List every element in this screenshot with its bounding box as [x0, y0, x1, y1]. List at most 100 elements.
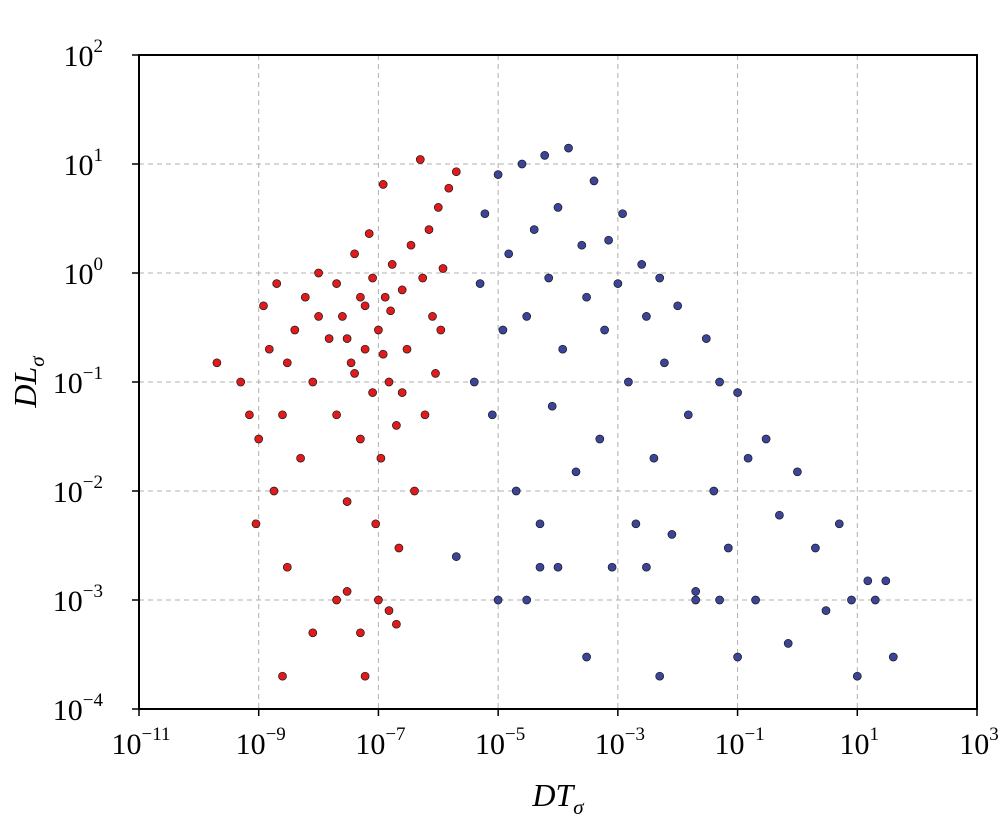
series-1-point	[397, 285, 407, 295]
series-1-point	[251, 519, 261, 529]
series-2-point	[733, 652, 742, 662]
series-1-point	[380, 292, 390, 302]
series-2-point	[582, 652, 591, 662]
series-2-point	[624, 377, 633, 387]
series-2-point	[847, 595, 856, 605]
series-2-point	[600, 325, 609, 335]
series-1-point	[342, 497, 352, 506]
grid-lines	[139, 55, 977, 709]
series-2-point	[709, 486, 719, 496]
series-2-point	[642, 562, 651, 572]
series-1-point	[444, 183, 454, 193]
series-1-point	[282, 358, 292, 368]
series-1-point	[428, 312, 437, 321]
series-1-point	[371, 519, 381, 529]
series-1-point	[308, 377, 318, 387]
series-2-point	[715, 377, 724, 387]
series-1-point	[374, 325, 383, 335]
series-1-point	[314, 312, 323, 321]
series-1-point	[278, 671, 287, 681]
series-1-point	[387, 260, 397, 269]
series-1-point	[282, 562, 292, 572]
series-2-point	[522, 595, 532, 605]
series-1-point	[364, 229, 374, 238]
series-1-point	[324, 334, 334, 343]
series-1-point	[212, 358, 222, 368]
x-tick-label: 10−5	[475, 724, 525, 761]
series-1-point	[397, 388, 407, 397]
series-1-point	[236, 377, 246, 387]
x-tick-label: 10−11	[111, 724, 170, 761]
series-1-point	[418, 273, 428, 283]
y-tick-label: 101	[64, 145, 104, 182]
series-1-point	[384, 377, 394, 387]
series-1-point	[433, 203, 443, 212]
x-tick-label: 10−1	[714, 724, 764, 761]
series-1-point	[451, 167, 461, 177]
series-2-point	[821, 606, 831, 615]
series-2-point	[715, 595, 724, 605]
series-1-point	[356, 628, 365, 638]
series-2-point	[571, 467, 581, 477]
series-2-point	[618, 209, 627, 219]
series-1-point	[350, 249, 359, 259]
series-1-point	[259, 301, 268, 311]
series-2-point	[504, 249, 514, 259]
series-1-point	[360, 671, 370, 681]
series-2-point	[642, 312, 651, 321]
series-2-point	[637, 260, 647, 269]
series-1-point	[392, 619, 401, 629]
series-2-point	[480, 209, 490, 219]
y-tick-label: 102	[64, 36, 104, 73]
series-2-point	[475, 279, 485, 288]
series-2-point	[761, 434, 771, 444]
series-1-point	[376, 453, 386, 463]
series-2-point	[613, 279, 623, 288]
series-1-point	[346, 358, 356, 368]
series-1-point	[296, 453, 305, 463]
x-tick-label: 101	[840, 724, 880, 761]
series-1-point	[438, 264, 448, 273]
series-2-point	[558, 344, 568, 354]
series-1-point	[394, 543, 404, 553]
series-2-point	[863, 576, 873, 586]
series-1-point	[314, 268, 323, 278]
series-2-point	[511, 486, 521, 496]
series-2-point	[881, 576, 891, 586]
series-1-point	[410, 486, 419, 496]
series-2-point	[723, 543, 733, 553]
series-1-point	[368, 388, 377, 397]
series-2-point	[493, 170, 503, 179]
series-1-point	[356, 434, 365, 444]
series-1-point	[420, 410, 430, 420]
series-2-point	[547, 401, 557, 411]
series-1-point	[264, 344, 274, 354]
series-2-point	[540, 151, 550, 160]
series-1-point	[378, 180, 388, 189]
series-1-point	[386, 306, 395, 316]
x-tick-label: 103	[959, 724, 999, 761]
series-2-point	[683, 410, 693, 420]
series-2-point	[655, 671, 665, 681]
series-1-point	[384, 606, 394, 615]
series-2-point	[751, 595, 760, 605]
series-2-point	[577, 240, 587, 250]
series-2-point	[498, 325, 508, 335]
series-1-point	[415, 155, 425, 164]
series-1-point	[254, 434, 264, 444]
series-2-point	[589, 176, 599, 186]
series-2-point	[631, 519, 641, 529]
series-1-point	[392, 421, 401, 430]
series-1-point	[269, 486, 279, 496]
y-tick-label: 10−2	[53, 472, 103, 509]
series-1-point	[378, 349, 388, 359]
series-1-point	[424, 225, 434, 234]
series-1-point	[356, 292, 365, 302]
series-2-point	[783, 639, 793, 648]
series-1-point	[290, 325, 300, 335]
series-2-point	[493, 595, 503, 605]
series-2-point	[743, 453, 753, 463]
series-1-point	[350, 369, 359, 378]
series-1-point	[342, 587, 352, 596]
